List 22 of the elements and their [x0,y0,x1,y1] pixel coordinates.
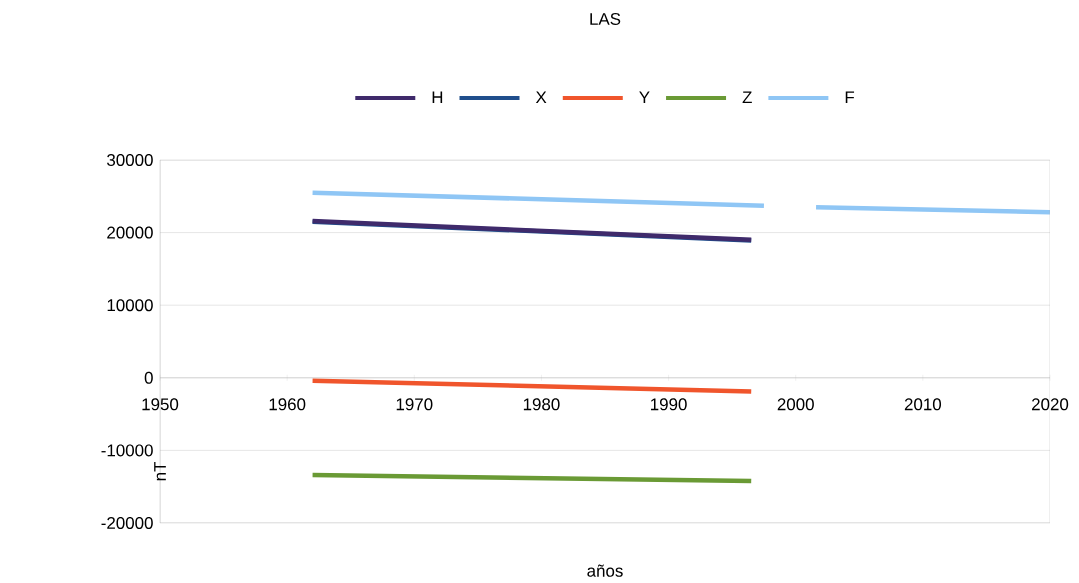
legend-label: Y [639,91,650,104]
legend-label: F [845,91,855,104]
x-tick-label: 2020 [1032,398,1069,411]
legend-label: Z [742,91,752,104]
y-tick-label: -20000 [101,516,153,529]
chart-title: LAS [590,13,621,26]
x-tick-label: 1960 [269,398,306,411]
legend-label: X [535,91,547,104]
y-tick-label: 30000 [107,153,153,166]
x-axis-title: años [587,564,623,577]
x-tick-label: 2000 [777,398,814,411]
y-tick-label: 0 [144,371,153,384]
y-tick-label: 20000 [107,226,153,239]
x-tick-label: 1990 [651,398,687,411]
y-tick-label: -10000 [101,444,153,457]
legend-label: H [432,91,443,104]
x-tick-label: 1980 [523,398,560,411]
x-tick-label: 1950 [142,398,179,411]
y-axis-title: nT [154,462,166,481]
x-tick-label: 2010 [904,398,942,411]
y-tick-label: 10000 [107,299,153,312]
x-tick-label: 1970 [396,398,433,411]
